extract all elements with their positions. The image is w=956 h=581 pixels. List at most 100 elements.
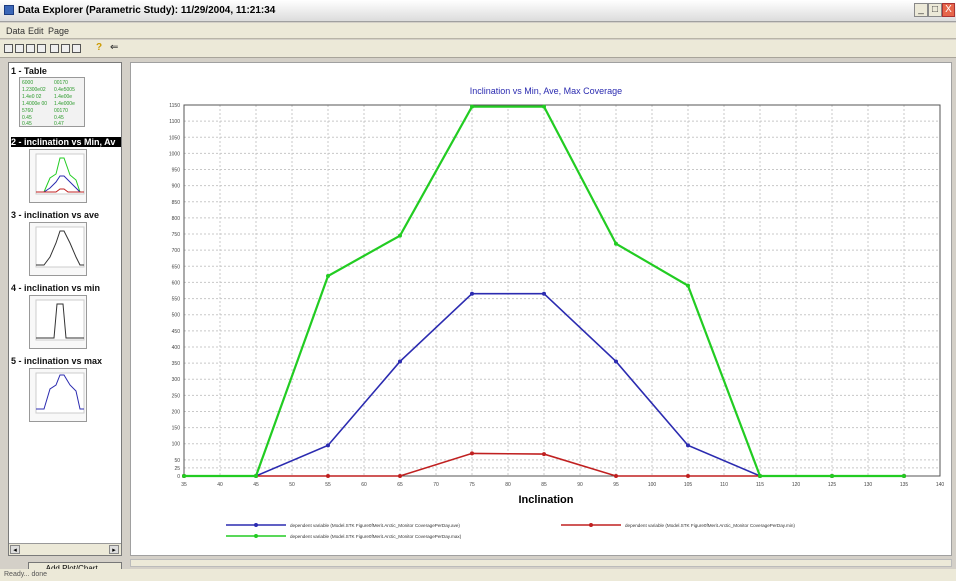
data-point bbox=[614, 474, 618, 478]
x-tick-label: 80 bbox=[505, 482, 511, 488]
data-point bbox=[686, 283, 690, 288]
y-tick-label: 500 bbox=[172, 313, 181, 319]
data-point bbox=[470, 291, 474, 296]
data-point bbox=[614, 359, 618, 364]
plot-item-label-selected[interactable]: 2 - inclination vs Min, Av bbox=[11, 137, 121, 147]
close-button[interactable]: X bbox=[942, 3, 955, 17]
y-tick-label: 550 bbox=[172, 297, 181, 303]
x-tick-label: 95 bbox=[613, 482, 619, 488]
minimize-button[interactable]: _ bbox=[914, 3, 928, 17]
plot-thumbnail[interactable] bbox=[29, 149, 87, 203]
y-tick-label: 250 bbox=[172, 393, 181, 399]
title-bar: Data Explorer (Parametric Study): 11/29/… bbox=[0, 0, 956, 22]
y-tick-label: 900 bbox=[172, 184, 181, 190]
y-tick-label: 400 bbox=[172, 345, 181, 351]
series-group bbox=[182, 104, 906, 478]
series-line bbox=[184, 452, 904, 477]
data-point bbox=[398, 474, 402, 478]
line-chart: Inclination vs Min, Ave, Max Coverage 0 2… bbox=[169, 86, 945, 539]
scroll-right-icon[interactable]: ▸ bbox=[109, 545, 119, 554]
status-bar: Ready... done bbox=[0, 569, 956, 581]
export-icon[interactable] bbox=[37, 44, 46, 53]
x-tick-label: 105 bbox=[684, 482, 693, 488]
table-thumbnail[interactable]: 6000 00170 1.2300e02 0.4e5005 1.4e0 02 1… bbox=[19, 77, 85, 127]
data-point bbox=[470, 451, 474, 456]
legend-marker bbox=[589, 523, 593, 527]
data-point bbox=[686, 474, 690, 478]
x-tick-label: 125 bbox=[828, 482, 837, 488]
data-point bbox=[182, 474, 186, 478]
data-point bbox=[398, 233, 402, 238]
x-tick-label: 35 bbox=[181, 482, 187, 488]
data-point bbox=[686, 443, 690, 448]
grid bbox=[183, 104, 941, 477]
x-tick-label: 85 bbox=[541, 482, 547, 488]
data-point bbox=[326, 474, 330, 478]
maximize-button[interactable]: □ bbox=[928, 3, 942, 17]
x-tick-label: 120 bbox=[792, 482, 801, 488]
window-title: Data Explorer (Parametric Study): 11/29/… bbox=[18, 5, 276, 16]
help-icon[interactable]: ? bbox=[96, 42, 103, 53]
sidebar-scrollbar[interactable]: ◂ ▸ bbox=[9, 543, 121, 555]
y-tick-label: 0 bbox=[177, 474, 180, 480]
x-axis: 35 40 45 50 55 60 65 70 75 80 85 90 95 100 105 110 115 12… bbox=[181, 482, 944, 488]
data-point bbox=[830, 474, 834, 478]
menu-page[interactable]: Page bbox=[48, 26, 70, 36]
y-tick-label: 1100 bbox=[169, 119, 180, 125]
plot-area bbox=[183, 104, 941, 477]
y-tick-label: 600 bbox=[172, 280, 181, 286]
plot-item-label[interactable]: 4 - inclination vs min bbox=[11, 283, 101, 293]
legend-marker bbox=[254, 534, 258, 538]
data-point bbox=[470, 104, 474, 109]
x-tick-label: 40 bbox=[217, 482, 223, 488]
y-tick-label: 850 bbox=[172, 200, 181, 206]
data-point bbox=[902, 474, 906, 478]
x-tick-label: 115 bbox=[756, 482, 764, 488]
y-tick-label: 150 bbox=[172, 426, 181, 432]
scroll-left-icon[interactable]: ◂ bbox=[10, 545, 20, 554]
settings-icon[interactable] bbox=[72, 44, 81, 53]
y-tick-label: 100 bbox=[172, 442, 181, 448]
y-axis: 0 25 50 100 150 200 250 300 350 400 450 500 550 600 65… bbox=[169, 103, 180, 480]
data-point bbox=[542, 452, 546, 457]
x-tick-label: 65 bbox=[397, 482, 403, 488]
x-tick-label: 100 bbox=[648, 482, 657, 488]
plot-thumbnail[interactable] bbox=[29, 368, 87, 422]
print-icon[interactable] bbox=[15, 44, 24, 53]
data-point bbox=[326, 443, 330, 448]
y-tick-label: 25 bbox=[174, 466, 180, 472]
y-tick-label: 1150 bbox=[169, 103, 180, 109]
chart-icon[interactable] bbox=[61, 44, 70, 53]
y-tick-label: 750 bbox=[172, 232, 181, 238]
y-tick-label: 200 bbox=[172, 409, 181, 415]
plot-item-label[interactable]: 3 - inclination vs ave bbox=[11, 210, 100, 220]
y-tick-label: 1050 bbox=[169, 135, 180, 141]
menu-edit[interactable]: Edit bbox=[28, 26, 44, 36]
plot-item-label[interactable]: 5 - inclination vs max bbox=[11, 356, 103, 366]
x-tick-label: 50 bbox=[289, 482, 295, 488]
app-icon bbox=[4, 5, 14, 15]
y-tick-label: 650 bbox=[172, 264, 181, 270]
x-tick-label: 45 bbox=[253, 482, 259, 488]
y-tick-label: 50 bbox=[174, 458, 180, 464]
y-tick-label: 950 bbox=[172, 168, 181, 174]
x-tick-label: 75 bbox=[469, 482, 475, 488]
x-tick-label: 135 bbox=[900, 482, 909, 488]
plot-thumbnail[interactable] bbox=[29, 222, 87, 276]
save-icon[interactable] bbox=[4, 44, 13, 53]
data-point bbox=[542, 104, 546, 109]
copy-icon[interactable] bbox=[26, 44, 35, 53]
x-tick-label: 90 bbox=[577, 482, 583, 488]
plot-item-label[interactable]: 1 - Table bbox=[11, 66, 47, 76]
menu-data[interactable]: Data bbox=[6, 26, 26, 36]
x-axis-label: Inclination bbox=[519, 494, 574, 506]
zoom-icon[interactable] bbox=[50, 44, 59, 53]
chart-scrollbar[interactable] bbox=[130, 559, 952, 567]
data-point bbox=[254, 474, 258, 478]
legend-label: dependent variable (Model.STK Figure0fMe… bbox=[625, 523, 795, 528]
menu-bar: Data Edit Page bbox=[0, 23, 956, 39]
arrow-icon[interactable]: ⇐ bbox=[110, 42, 119, 53]
y-tick-label: 700 bbox=[172, 248, 181, 254]
plot-thumbnail[interactable] bbox=[29, 295, 87, 349]
